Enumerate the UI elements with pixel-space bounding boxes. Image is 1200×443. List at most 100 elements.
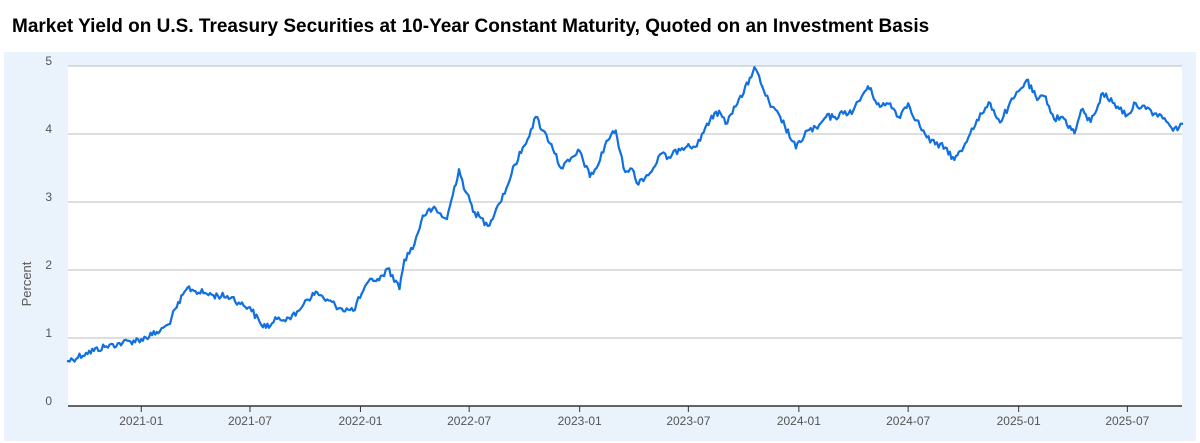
- data-point: [550, 143, 553, 146]
- data-point: [852, 109, 855, 112]
- data-point: [486, 224, 489, 227]
- axes: 0 1 2 3 4 5 2021-01 2021-07 2022-01 2022-07 2023-0…: [45, 54, 1182, 428]
- data-point: [1073, 132, 1076, 135]
- data-point: [534, 115, 538, 119]
- data-point: [167, 323, 170, 326]
- data-point: [1126, 113, 1129, 117]
- data-point: [824, 115, 828, 119]
- y-tick-label: 1: [45, 326, 52, 340]
- chart-frame: 0 1 2 3 4 5 2021-01 2021-07 2022-01 2022-07 2023-0…: [4, 52, 1196, 441]
- data-point: [669, 156, 672, 159]
- data-point: [239, 302, 242, 306]
- data-point: [806, 129, 809, 132]
- data-point: [614, 129, 617, 132]
- data-point: [360, 292, 363, 295]
- x-tick-label: 2022-01: [338, 414, 382, 428]
- data-point: [140, 338, 143, 341]
- data-point: [761, 85, 764, 88]
- data-point: [322, 297, 326, 300]
- data-point: [1089, 120, 1092, 123]
- data-point: [724, 122, 727, 126]
- data-point: [473, 211, 476, 214]
- data-point: [1153, 112, 1156, 115]
- data-point: [622, 166, 625, 170]
- data-point: [1036, 98, 1039, 102]
- data-point: [103, 345, 106, 349]
- data-point: [897, 115, 900, 119]
- data-point: [658, 153, 662, 156]
- data-point: [1079, 109, 1083, 112]
- data-point: [398, 287, 401, 291]
- data-point: [248, 306, 252, 309]
- data-point: [230, 296, 234, 299]
- data-point: [84, 351, 88, 355]
- data-point: [377, 279, 381, 282]
- data-point: [304, 299, 307, 302]
- data-point: [842, 112, 845, 115]
- data-point: [962, 146, 965, 149]
- data-point: [1101, 92, 1104, 95]
- data-point: [386, 267, 389, 270]
- data-point: [260, 323, 263, 327]
- data-point: [158, 330, 162, 333]
- data-point: [1061, 115, 1064, 119]
- data-point: [413, 242, 416, 246]
- data-point: [878, 105, 882, 108]
- data-point: [650, 170, 653, 173]
- data-point: [578, 149, 581, 153]
- data-point: [1144, 107, 1148, 111]
- data-point: [1025, 79, 1028, 82]
- data-point: [494, 207, 498, 210]
- data-point: [352, 309, 355, 312]
- data-point: [998, 121, 1002, 124]
- y-tick-label: 2: [45, 258, 52, 272]
- data-point: [340, 307, 344, 310]
- data-point: [915, 119, 918, 122]
- x-tick-label: 2022-07: [447, 414, 491, 428]
- data-point: [794, 147, 798, 150]
- x-tick-label: 2024-07: [886, 414, 930, 428]
- data-point: [294, 314, 297, 317]
- data-point: [66, 359, 70, 363]
- data-point: [588, 175, 592, 179]
- chart-title: Market Yield on U.S. Treasury Securities…: [12, 16, 930, 37]
- x-tick-label: 2021-07: [228, 414, 272, 428]
- data-point: [970, 127, 974, 130]
- data-point: [933, 143, 937, 146]
- data-point: [632, 170, 635, 173]
- data-point: [316, 291, 319, 294]
- gridlines: [68, 65, 1182, 339]
- x-tick-label: 2021-01: [119, 414, 163, 428]
- data-point: [1052, 117, 1056, 121]
- data-point: [980, 112, 984, 115]
- series-layer: [66, 66, 1184, 363]
- data-point: [597, 163, 600, 166]
- data-point: [779, 115, 782, 119]
- data-point: [906, 102, 910, 105]
- data-point: [394, 279, 398, 283]
- data-point: [175, 306, 178, 309]
- data-point: [1163, 117, 1166, 120]
- line-chart: 0 1 2 3 4 5 2021-01 2021-07 2022-01 2022-07 2023-0…: [19, 54, 1184, 428]
- data-point: [285, 316, 289, 319]
- data-point: [523, 144, 526, 147]
- data-point: [989, 102, 992, 105]
- data-point: [513, 163, 517, 166]
- data-point: [677, 147, 680, 151]
- data-point: [1044, 95, 1047, 98]
- y-tick-label: 5: [45, 54, 52, 68]
- x-tick-label: 2023-01: [558, 414, 602, 428]
- data-point: [269, 324, 272, 327]
- data-point: [742, 92, 745, 95]
- data-point: [705, 122, 709, 126]
- x-tick-label: 2025-01: [997, 414, 1041, 428]
- data-point: [457, 168, 461, 171]
- data-point: [194, 289, 197, 293]
- data-point: [888, 102, 892, 105]
- data-point: [568, 160, 571, 163]
- data-point: [403, 258, 406, 261]
- data-point: [1180, 122, 1184, 126]
- data-point: [559, 166, 563, 170]
- data-point: [445, 217, 449, 221]
